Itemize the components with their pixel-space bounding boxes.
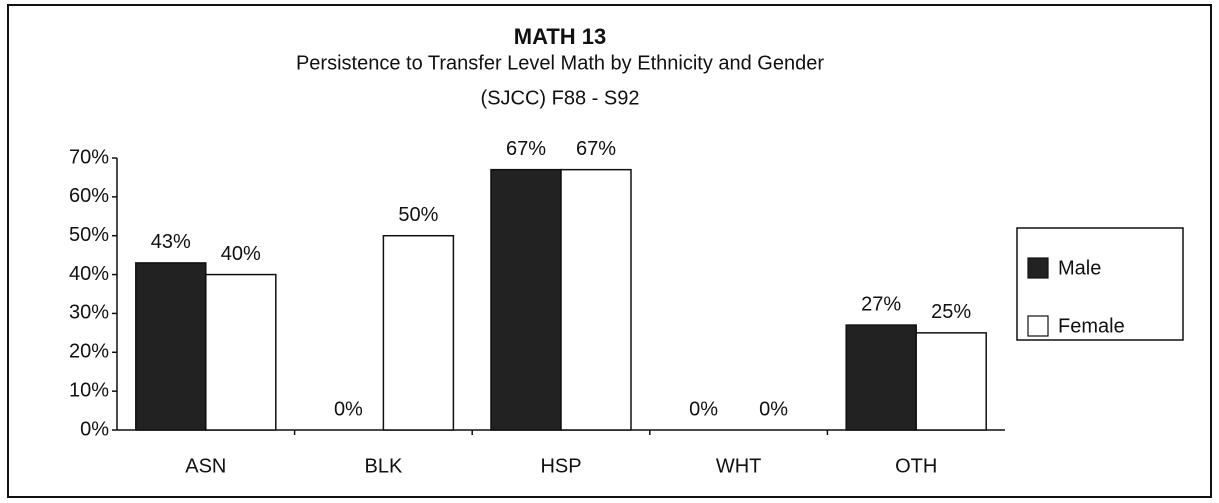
value-label: 43%: [151, 231, 191, 253]
x-tick-label: HSP: [540, 455, 581, 477]
bar: [560, 168, 632, 431]
chart-subtitle: Persistence to Transfer Level Math by Et…: [296, 52, 824, 74]
legend-label: Female: [1058, 315, 1125, 337]
y-tick-label: 0%: [80, 418, 109, 440]
value-label: 0%: [689, 398, 718, 420]
x-tick-label: BLK: [364, 455, 402, 477]
x-tick-label: OTH: [895, 455, 937, 477]
frame: [7, 4, 1212, 498]
y-tick-label: 30%: [69, 302, 109, 324]
value-label: 27%: [861, 293, 901, 315]
bar: [915, 332, 987, 431]
value-label: 67%: [506, 138, 546, 160]
y-tick-label: 60%: [69, 185, 109, 207]
legend-label: Male: [1058, 257, 1101, 279]
x-tick-label: WHT: [716, 455, 762, 477]
value-label: 25%: [931, 301, 971, 323]
bar: [205, 273, 277, 431]
bar: [135, 262, 207, 431]
y-tick-label: 50%: [69, 224, 109, 246]
value-label: 40%: [221, 243, 261, 265]
value-label: 50%: [398, 204, 438, 226]
legend-swatch: [1027, 257, 1049, 279]
y-tick-label: 20%: [69, 341, 109, 363]
legend-swatch: [1027, 315, 1049, 337]
value-label: 67%: [576, 138, 616, 160]
value-label: 0%: [334, 398, 363, 420]
chart-subtitle: (SJCC) F88 - S92: [481, 87, 640, 109]
x-tick-label: ASN: [185, 455, 226, 477]
value-label: 0%: [759, 398, 788, 420]
bar: [490, 168, 562, 431]
chart-title: MATH 13: [514, 24, 607, 49]
y-tick-label: 10%: [69, 379, 109, 401]
bar: [382, 234, 455, 431]
bar: [845, 324, 917, 431]
y-tick-label: 70%: [69, 146, 109, 168]
y-tick-label: 40%: [69, 263, 109, 285]
